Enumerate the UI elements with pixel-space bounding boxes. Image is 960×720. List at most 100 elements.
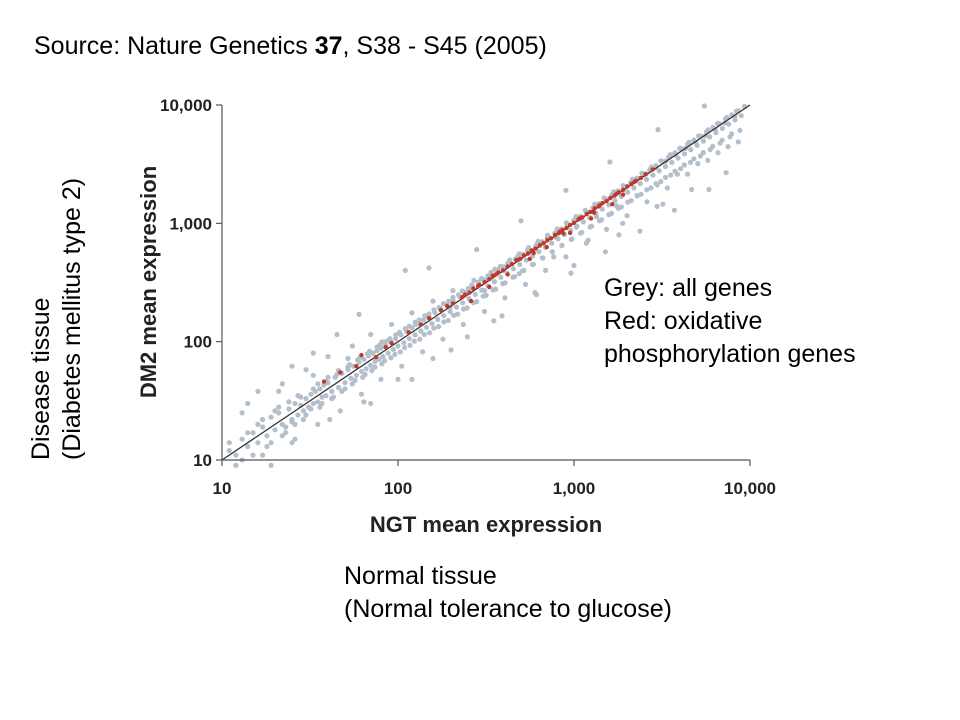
all-genes-point [292,436,298,442]
oxphos-gene-point [426,316,432,321]
oxphos-gene-point [541,241,546,246]
all-genes-point [440,336,446,342]
oxphos-gene-point [515,257,521,263]
oxphos-gene-point [321,379,327,384]
all-genes-point [421,317,427,323]
all-genes-point [510,274,516,280]
oxphos-gene-point [592,206,597,211]
all-genes-point [491,318,497,324]
all-genes-point [421,331,427,338]
oxphos-gene-point [468,298,474,304]
all-genes-point [687,159,694,165]
all-genes-point [431,307,437,313]
all-genes-point [264,433,270,439]
y-axis-ticks: 10 100 1,000 10,000 [160,96,222,470]
all-genes-point [510,266,517,272]
oxphos-gene-point [482,280,487,285]
x-tick-label: 10,000 [724,479,776,498]
oxphos-gene-point [521,253,527,258]
all-genes-point [700,138,707,144]
all-genes-point [451,312,457,318]
oxphos-gene-point [591,210,597,215]
all-genes-point [342,380,348,386]
oxphos-gene-point [548,236,554,241]
all-genes-point [426,311,432,317]
all-genes-point [671,207,678,213]
oxphos-gene-point [571,220,577,225]
oxphos-gene-point [418,322,424,327]
all-genes-point [272,408,278,414]
all-genes-point [422,313,428,319]
all-genes-point [717,140,723,146]
oxphos-gene-point [552,232,558,238]
all-genes-point [469,282,475,288]
all-genes-point [418,328,424,334]
oxphos-gene-point [638,175,644,181]
oxphos-gene-point [487,277,492,282]
all-genes-point [426,330,433,336]
all-genes-point [654,203,660,209]
all-genes-point [628,198,634,204]
all-genes-point [440,300,446,307]
all-genes-point [388,355,394,361]
all-genes-point [724,114,730,120]
all-genes-point [441,313,447,319]
oxphos-gene-point [625,184,630,189]
all-genes-point [276,404,282,410]
all-genes-point [523,257,529,263]
all-genes-point [579,229,585,236]
all-genes-point [295,412,301,418]
all-genes-point [233,452,239,458]
all-genes-point [315,399,321,405]
oxphos-gene-point [531,250,536,256]
all-genes-point [460,321,466,327]
oxphos-gene-point [462,292,468,297]
oxphos-gene-point [588,209,593,215]
all-genes-point [669,159,675,165]
all-genes-point [624,213,630,219]
disease-tissue-annotation: Disease tissue (Diabetes mellitus type 2… [26,80,88,460]
all-genes-point [518,218,524,224]
all-genes-point [529,261,536,268]
all-genes-point [662,174,669,180]
all-genes-point [689,186,695,193]
all-genes-point [325,374,331,380]
all-genes-point [459,288,465,294]
all-genes-point [416,317,422,323]
all-genes-point [723,170,729,176]
all-genes-point [413,321,419,327]
all-genes-point [378,376,384,382]
all-genes-point [685,171,691,177]
all-genes-point [456,292,462,298]
all-genes-point [369,368,375,374]
oxphos-gene-point [450,301,456,306]
all-genes-point [303,412,309,418]
all-genes-point [660,201,666,207]
all-genes-point [337,408,343,414]
all-genes-point [681,151,688,157]
all-genes-point [568,270,574,276]
all-genes-point [688,147,694,153]
oxphos-gene-point [471,286,476,291]
all-genes-point [549,240,555,246]
oxphos-gene-point [537,243,543,248]
oxphos-gene-point [544,244,549,250]
all-genes-point [643,176,650,182]
all-genes-point [637,228,643,234]
all-genes-point [315,381,321,387]
all-genes-point [455,311,461,317]
disease-tissue-line2: (Diabetes mellitus type 2) [58,177,86,460]
all-genes-point [465,285,471,291]
oxphos-gene-point [650,167,655,172]
x-axis-ticks: 10 100 1,000 10,000 [213,460,776,498]
all-genes-point [250,430,256,436]
all-genes-point [382,358,388,364]
all-genes-point [279,381,285,387]
oxphos-gene-point [561,231,566,236]
oxphos-gene-point [467,290,472,295]
all-genes-point [585,237,591,243]
all-genes-point [393,336,399,342]
all-genes-point [491,279,497,285]
all-genes-point [392,351,398,357]
